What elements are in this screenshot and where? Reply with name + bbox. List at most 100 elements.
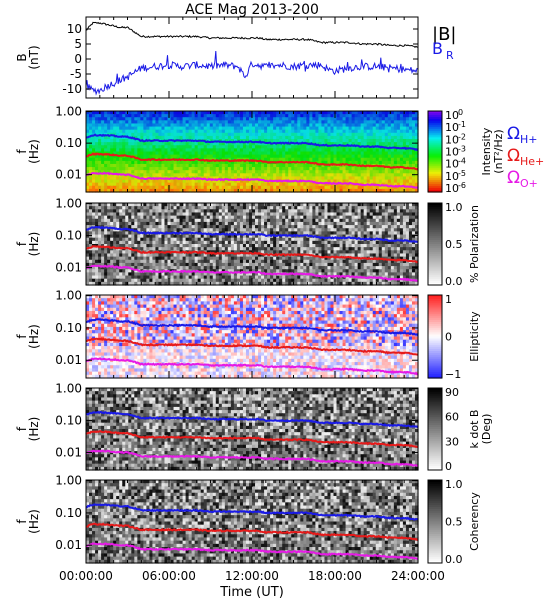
spectrogram-cell (176, 154, 181, 159)
spectrogram-cell (255, 160, 259, 165)
spectrogram-cell (122, 231, 126, 236)
spectrogram-cell (360, 151, 365, 156)
spectrogram-cell (161, 170, 166, 174)
spectrogram-cell (291, 228, 295, 232)
spectrogram-cell (360, 173, 365, 178)
spectrogram-cell (366, 135, 371, 140)
spectrogram-cell (315, 185, 319, 190)
spectrogram-cell (378, 185, 383, 190)
spectrogram-cell (288, 212, 292, 217)
spectrogram-cell (131, 215, 135, 220)
spectrogram-cell (92, 231, 96, 236)
spectrogram-cell (206, 120, 211, 125)
spectrogram-cell (414, 234, 419, 239)
spectrogram-cell (119, 234, 123, 239)
spectrogram-cell (387, 209, 392, 214)
spectrogram-cell (146, 218, 150, 223)
spectrogram-cell (245, 142, 250, 146)
spectrogram-cell (173, 179, 178, 184)
spectrogram-cell (342, 132, 347, 137)
spectrogram-cell (366, 114, 371, 118)
spectrogram-cell (209, 209, 214, 214)
spectrogram-cell (200, 129, 205, 134)
spectrogram-cell (101, 167, 105, 171)
spectrogram-cell (143, 188, 147, 193)
spectrogram-cell (161, 148, 166, 153)
spectrogram-cell (149, 111, 153, 115)
spectrogram-cell (354, 179, 359, 184)
spectrogram-cell (206, 167, 211, 171)
spectrogram-cell (309, 129, 313, 134)
spectrogram-cell (146, 237, 150, 242)
spectrogram-cell (294, 148, 298, 153)
spectrogram-cell (113, 135, 117, 140)
spectrogram-cell (242, 129, 247, 134)
spectrogram-cell (146, 206, 150, 210)
spectrogram-cell (89, 160, 93, 165)
spectrogram-cell (375, 142, 380, 146)
spectrogram-cell (137, 120, 141, 125)
spectrogram-cell (306, 132, 310, 137)
spectrogram-cell (363, 188, 368, 193)
spectrogram-cell (98, 179, 102, 184)
spectrogram-cell (113, 237, 117, 242)
spectrogram-cell (297, 129, 301, 134)
colorbar-frame (427, 110, 443, 193)
spectrogram-cell (224, 253, 229, 258)
spectrogram-cell (252, 154, 256, 159)
spectrogram-cell (315, 176, 319, 181)
spectrogram-cell (312, 167, 316, 171)
spectrogram-cell (236, 228, 241, 232)
spectrogram-cell (258, 148, 262, 153)
spectrogram-cell (288, 163, 292, 168)
spectrogram-cell (327, 228, 332, 232)
spectrogram-cell (146, 228, 150, 232)
spectrogram-cell (98, 139, 102, 143)
spectrogram-cell (119, 123, 123, 128)
spectrogram-cell (191, 170, 196, 174)
spectrogram-cell (134, 173, 138, 178)
spectrogram-cell (116, 250, 120, 255)
spectrogram-cell (170, 126, 175, 131)
spectrogram-cell (408, 221, 413, 226)
spectrogram-cell (318, 142, 323, 146)
colorbar-tick-exponent: -6 (458, 181, 466, 190)
spectrogram-cell (264, 120, 268, 125)
spectrogram-cell (303, 129, 307, 134)
spectrogram-cell (354, 188, 359, 193)
spectrogram-cell (173, 132, 178, 137)
spectrogram-cell (242, 206, 247, 210)
spectrogram-cell (279, 126, 283, 131)
spectrogram-cell (173, 120, 178, 125)
spectrogram-cell (369, 215, 374, 220)
spectrogram-cell (119, 120, 123, 125)
spectrogram-cell (291, 244, 295, 248)
spectrogram-cell (252, 244, 256, 248)
spectrogram-cell (387, 250, 392, 255)
spectrogram-cell (248, 135, 253, 140)
spectrogram-cell (128, 206, 132, 210)
spectrogram-cell (255, 179, 259, 184)
spectrogram-cell (152, 215, 157, 220)
spectrogram-cell (348, 234, 353, 239)
spectrogram-cell (414, 221, 419, 226)
spectrogram-cell (116, 253, 120, 258)
spectrogram-cell (194, 182, 199, 187)
spectrogram-cell (414, 218, 419, 223)
spectrogram-cell (122, 240, 126, 245)
spectrogram-cell (282, 215, 286, 220)
spectrogram-cell (399, 117, 404, 121)
legend-b-r-sub: R (446, 49, 454, 62)
spectrogram-cell (227, 212, 232, 217)
spectrogram-cell (209, 247, 214, 251)
spectrogram-cell (227, 256, 232, 261)
spectrogram-cell (212, 111, 217, 115)
spectrogram-cell (405, 139, 410, 143)
spectrogram-cell (342, 148, 347, 153)
spectrogram-cell (294, 185, 298, 190)
spectrogram-cell (116, 111, 120, 115)
spectrogram-cell (393, 250, 398, 255)
spectrogram-cell (92, 212, 96, 217)
spectrogram-cell (107, 253, 111, 258)
spectrogram-cell (408, 176, 413, 181)
